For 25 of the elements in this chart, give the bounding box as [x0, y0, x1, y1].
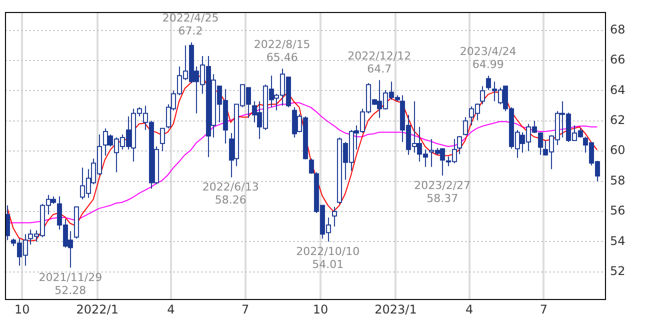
y-tick-label: 56: [610, 204, 626, 218]
x-tick-label: 7: [242, 302, 250, 316]
y-tick-label: 58: [610, 173, 626, 188]
y-tick-label: 62: [610, 113, 626, 128]
x-tick-label: 4: [167, 302, 175, 316]
y-tick-label: 52: [610, 264, 626, 278]
y-tick-label: 60: [610, 143, 626, 158]
y-tick-label: 66: [610, 52, 626, 67]
y-tick-label: 68: [610, 22, 626, 36]
x-tick-label: 7: [540, 302, 548, 316]
annotation: 2022/8/15 65.46: [254, 38, 310, 64]
x-tick-label: 2022/1: [76, 302, 118, 316]
annotation: 2023/2/27 58.37: [414, 179, 471, 206]
annotation: 2021/11/29 52.28: [38, 270, 102, 297]
annotation: 2022/6/13 58.26: [202, 180, 259, 207]
annotation: 2022/10/10 54.01: [296, 244, 360, 271]
x-tick-label: 10: [14, 302, 30, 316]
x-tick-label: 4: [465, 302, 474, 316]
y-tick-label: 54: [610, 234, 626, 248]
annotation: 2023/4/24 64.99: [460, 45, 516, 72]
annotation: 2022/12/12 64.7: [348, 49, 412, 76]
x-tick-label: 10: [312, 302, 328, 316]
y-tick-label: 64: [610, 82, 626, 97]
annotation: 2022/4/25 67.2: [162, 12, 219, 38]
x-tick-label: 2023/1: [374, 302, 417, 316]
